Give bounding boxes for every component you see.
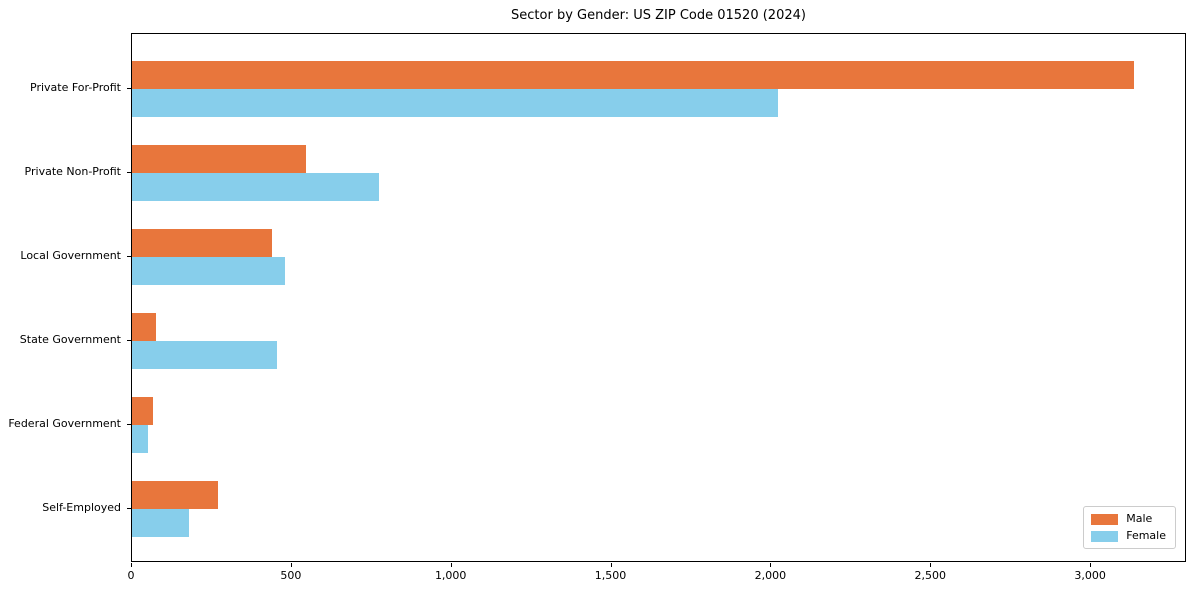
y-axis-label-state-government: State Government [19,333,121,346]
legend-label-female: Female [1126,529,1166,542]
male-swatch-icon [1091,513,1119,525]
bar-male-local-government [132,229,273,257]
y-axis-label-federal-government: Federal Government [8,417,121,430]
y-tick [127,424,131,425]
x-tick-label-1-000: 1,000 [434,569,467,582]
x-tick [610,563,612,567]
y-axis-label-private-non-profit: Private Non-Profit [24,165,121,178]
bar-male-self-employed [132,481,219,509]
x-tick [770,563,772,567]
plot-area: Male Female [131,33,1186,562]
x-tick-label-1-500: 1,500 [594,569,627,582]
y-axis-label-self-employed: Self-Employed [42,501,121,514]
legend-entry-female: Female [1091,530,1166,542]
bar-female-federal-government [132,425,148,453]
bar-male-federal-government [132,397,153,425]
y-tick [127,508,131,509]
bar-female-local-government [132,257,286,285]
bar-male-private-non-profit [132,145,306,173]
x-tick [131,563,132,567]
legend-label-male: Male [1126,512,1153,525]
legend: Male Female [1083,506,1176,549]
bar-female-private-non-profit [132,173,380,201]
x-tick-label-0: 0 [127,569,135,582]
y-tick [127,256,131,257]
y-axis-label-local-government: Local Government [20,249,121,262]
x-tick-label-500: 500 [280,569,302,582]
bar-female-state-government [132,341,278,369]
legend-entry-male: Male [1091,513,1166,525]
chart-title: Sector by Gender: US ZIP Code 01520 (202… [511,8,806,23]
x-tick-label-2-500: 2,500 [914,569,946,582]
y-axis: Private For-Profit Private Non-Profit Loca… [0,33,121,562]
y-tick [127,88,131,89]
x-tick-label-3-000: 3,000 [1074,569,1106,582]
y-axis-label-private-for-profit: Private For-Profit [30,81,121,94]
x-tick [1090,563,1092,567]
x-tick [930,563,932,567]
y-tick [127,340,131,341]
y-tick [127,172,131,173]
female-swatch-icon [1091,530,1119,542]
x-tick [290,563,292,567]
bar-male-private-for-profit [132,61,1134,89]
bar-male-state-government [132,313,156,341]
bar-female-private-for-profit [132,89,779,117]
bar-female-self-employed [132,509,190,537]
x-tick [450,563,452,567]
x-tick-label-2-000: 2,000 [754,569,787,582]
